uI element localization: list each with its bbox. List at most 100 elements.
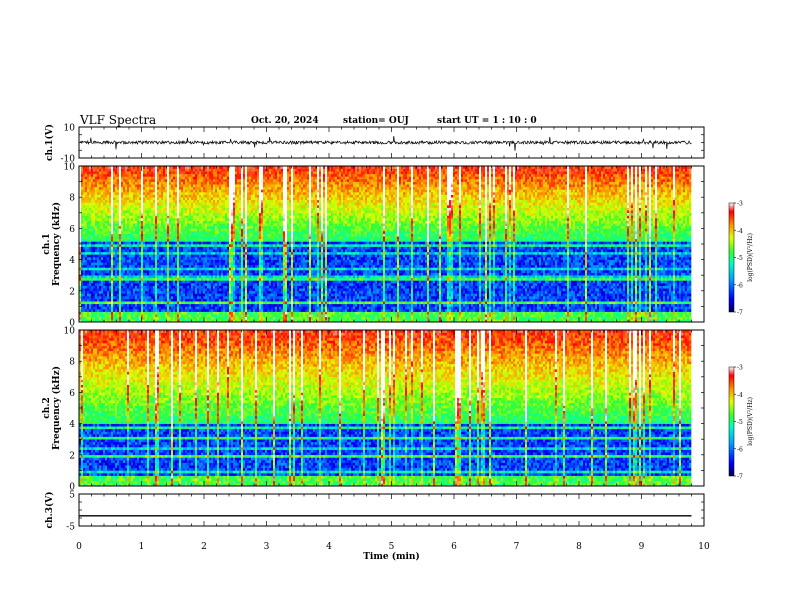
spectrogram-cell bbox=[203, 275, 206, 279]
spectrogram-cell bbox=[169, 270, 172, 273]
spectrogram-cell bbox=[155, 194, 158, 198]
spectrogram-cell bbox=[203, 306, 206, 310]
spectrogram-cell bbox=[185, 173, 188, 177]
spectrogram-cell bbox=[187, 288, 190, 292]
spectrogram-cell bbox=[215, 262, 218, 266]
spectrogram-cell bbox=[243, 202, 246, 206]
spectrogram-cell bbox=[167, 173, 170, 177]
spectrogram-cell bbox=[199, 262, 202, 266]
spectrogram-cell bbox=[89, 298, 92, 302]
spectrogram-cell bbox=[235, 257, 238, 260]
spectrogram-cell bbox=[219, 249, 222, 253]
spectrogram-cell bbox=[107, 218, 110, 221]
spectrogram-cell bbox=[145, 257, 148, 260]
spectrogram-cell bbox=[121, 259, 124, 263]
spectrogram-cell bbox=[93, 259, 96, 263]
spectrogram-cell bbox=[143, 285, 146, 289]
spectrogram-cell bbox=[241, 225, 244, 229]
spectrogram-cell bbox=[213, 257, 216, 260]
spectrogram-cell bbox=[95, 270, 98, 273]
spectrogram-cell bbox=[107, 228, 110, 232]
spectrogram-cell bbox=[161, 316, 164, 320]
spectrogram-cell bbox=[89, 290, 92, 294]
spectrogram-cell bbox=[79, 192, 82, 195]
spectrogram-cell bbox=[149, 288, 152, 292]
spectrogram-cell bbox=[213, 184, 216, 188]
spectrogram-cell bbox=[183, 215, 186, 219]
spectrogram-cell bbox=[209, 246, 212, 250]
spectrogram-cell bbox=[125, 246, 128, 250]
spectrogram-cell bbox=[211, 264, 214, 268]
spectrogram-cell bbox=[233, 241, 236, 245]
spectrogram-cell bbox=[205, 212, 208, 216]
spectrogram-cell bbox=[235, 246, 238, 250]
spectrogram-cell bbox=[125, 251, 128, 255]
spectrogram-cell bbox=[125, 283, 128, 286]
spectrogram-cell bbox=[87, 176, 90, 180]
spectrogram-cell bbox=[79, 309, 82, 312]
spectrogram-cell bbox=[157, 309, 160, 312]
spectrogram-cell bbox=[139, 275, 142, 279]
spectrogram-cell bbox=[219, 267, 222, 271]
spectrogram-cell bbox=[177, 280, 180, 284]
spectrogram-cell bbox=[141, 215, 144, 219]
spectrogram-cell bbox=[145, 259, 148, 263]
spectrogram-cell bbox=[215, 309, 218, 312]
spectrogram-cell bbox=[135, 205, 138, 208]
spectrogram-cell bbox=[135, 290, 138, 294]
spectrogram-cell bbox=[189, 168, 192, 172]
spectrogram-cell bbox=[115, 225, 118, 229]
spectrogram-cell bbox=[237, 168, 240, 172]
spectrogram-cell bbox=[97, 189, 100, 193]
spectrogram-cell bbox=[217, 257, 220, 260]
spectrogram-cell bbox=[147, 306, 150, 310]
spectrogram-cell bbox=[243, 285, 246, 289]
spectrogram-cell bbox=[189, 218, 192, 221]
spectrogram-cell bbox=[203, 290, 206, 294]
spectrogram-cell bbox=[205, 197, 208, 201]
spectrogram-cell bbox=[211, 179, 214, 182]
spectrogram-cell bbox=[121, 264, 124, 268]
spectrogram-cell bbox=[101, 189, 104, 193]
spectrogram-cell bbox=[101, 171, 104, 175]
spectrogram-cell bbox=[155, 197, 158, 201]
spectrogram-cell bbox=[179, 220, 182, 224]
spectrogram-cell bbox=[89, 179, 92, 182]
spectrogram-cell bbox=[243, 262, 246, 266]
spectrogram-cell bbox=[215, 236, 218, 240]
spectrogram-cell bbox=[191, 296, 194, 299]
spectrogram-cell bbox=[131, 202, 134, 206]
spectrogram-cell bbox=[153, 199, 156, 203]
spectrogram-cell bbox=[127, 223, 130, 227]
spectrogram-cell bbox=[185, 225, 188, 229]
spectrogram-cell bbox=[115, 207, 118, 211]
spectrogram-cell bbox=[91, 166, 94, 169]
spectrogram-cell bbox=[173, 233, 176, 237]
spectrogram-cell bbox=[235, 228, 238, 232]
spectrogram-cell bbox=[83, 311, 86, 315]
spectrogram-cell bbox=[149, 202, 152, 206]
spectrogram-cell bbox=[219, 275, 222, 279]
spectrogram-cell bbox=[111, 238, 114, 242]
spectrogram-cell bbox=[157, 176, 160, 180]
spectrogram-cell bbox=[127, 272, 130, 276]
spectrogram-cell bbox=[225, 262, 228, 266]
spectrogram-cell bbox=[143, 192, 146, 195]
spectrogram-cell bbox=[113, 267, 116, 271]
spectrogram-cell bbox=[135, 267, 138, 271]
spectrogram-cell bbox=[119, 205, 122, 208]
spectrogram-cell bbox=[113, 207, 116, 211]
spectrogram-cell bbox=[195, 231, 198, 234]
spectrogram-cell bbox=[223, 285, 226, 289]
spectrogram-cell bbox=[105, 319, 108, 323]
spectrogram-cell bbox=[175, 231, 178, 234]
spectrogram-cell bbox=[79, 246, 82, 250]
spectrogram-cell bbox=[139, 254, 142, 258]
spectrogram-cell bbox=[113, 249, 116, 253]
spectrogram-cell bbox=[207, 168, 210, 172]
spectrogram-cell bbox=[115, 267, 118, 271]
spectrogram-cell bbox=[119, 293, 122, 297]
spectrogram-cell bbox=[127, 288, 130, 292]
spectrogram-cell bbox=[129, 205, 132, 208]
spectrogram-cell bbox=[157, 283, 160, 286]
